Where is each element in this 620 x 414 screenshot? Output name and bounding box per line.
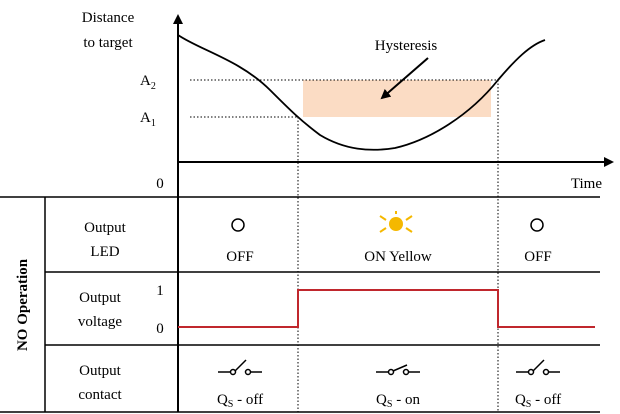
- led-off: [231, 218, 245, 232]
- state: OFF: [524, 249, 552, 265]
- y-label: Distance: [82, 10, 135, 26]
- x-label: Time: [571, 176, 602, 192]
- voltage-signal: [178, 289, 595, 328]
- led-on: [379, 211, 413, 233]
- annotation-arrow: [380, 57, 429, 100]
- state: QS - off: [217, 392, 263, 410]
- row-label: Output: [84, 220, 127, 236]
- guide-lines: [190, 79, 499, 412]
- row-label: voltage: [78, 314, 122, 330]
- switch-open: [516, 359, 560, 376]
- state: ON Yellow: [364, 249, 432, 265]
- state: QS - off: [515, 392, 561, 410]
- state: OFF: [226, 249, 254, 265]
- led-off: [530, 218, 544, 232]
- distance-curve: [177, 34, 546, 151]
- side-label: NO Operation: [15, 258, 31, 351]
- table-lines: [0, 196, 600, 413]
- level: 1: [156, 283, 164, 299]
- level-label: A2: [140, 73, 156, 92]
- annotation: Hysteresis: [375, 38, 438, 54]
- y-label: to target: [83, 35, 133, 51]
- level-label: A1: [140, 110, 156, 129]
- origin: 0: [156, 176, 164, 192]
- row-label: Output: [79, 290, 122, 306]
- switch-open: [218, 359, 262, 376]
- row-label: Output: [79, 363, 122, 379]
- state: QS - on: [376, 392, 420, 410]
- row-label: LED: [90, 244, 119, 260]
- row-label: contact: [78, 387, 122, 403]
- level: 0: [156, 321, 164, 337]
- switch-closed: [376, 364, 420, 376]
